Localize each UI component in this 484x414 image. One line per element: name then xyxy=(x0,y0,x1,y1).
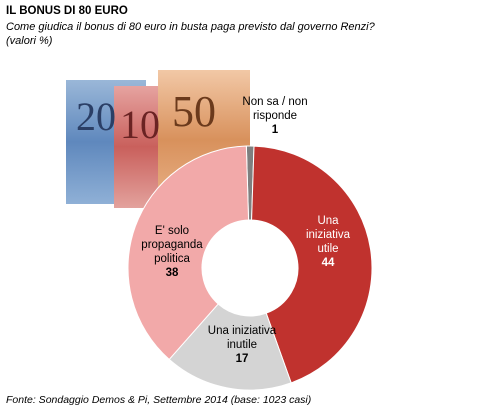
slice-value-1: 44 xyxy=(322,257,335,269)
donut-slices xyxy=(127,145,373,391)
chart-subtitle: Come giudica il bonus di 80 euro in bust… xyxy=(6,20,476,48)
donut-labels: Non sa / non risponde 1 Una iniziativa utile 4… xyxy=(141,96,350,365)
source-note: Fonte: Sondaggio Demos & Pi, Settembre 2… xyxy=(6,394,312,406)
slice-3 xyxy=(127,145,250,361)
slice-label-3: E' solo propaganda politica 38 xyxy=(141,225,203,279)
slice-value-0: 1 xyxy=(272,124,279,136)
banknote-20-number: 20 xyxy=(76,94,116,139)
banknote-50-number: 50 xyxy=(172,87,216,136)
slice-label-1: Una iniziativa utile 44 xyxy=(306,215,351,269)
chart-title: IL BONUS DI 80 EURO xyxy=(6,5,128,17)
slice-label-2: Una iniziativa inutile 17 xyxy=(208,325,277,365)
slice-label-0: Non sa / non risponde 1 xyxy=(242,96,307,136)
slice-value-3: 38 xyxy=(166,267,179,279)
survey-question: Come giudica il bonus di 80 euro in bust… xyxy=(6,21,375,33)
slice-value-2: 17 xyxy=(236,353,249,365)
slice-1 xyxy=(251,145,373,384)
units-note: (valori %) xyxy=(6,35,53,47)
banknote-10-number: 10 xyxy=(120,102,160,147)
